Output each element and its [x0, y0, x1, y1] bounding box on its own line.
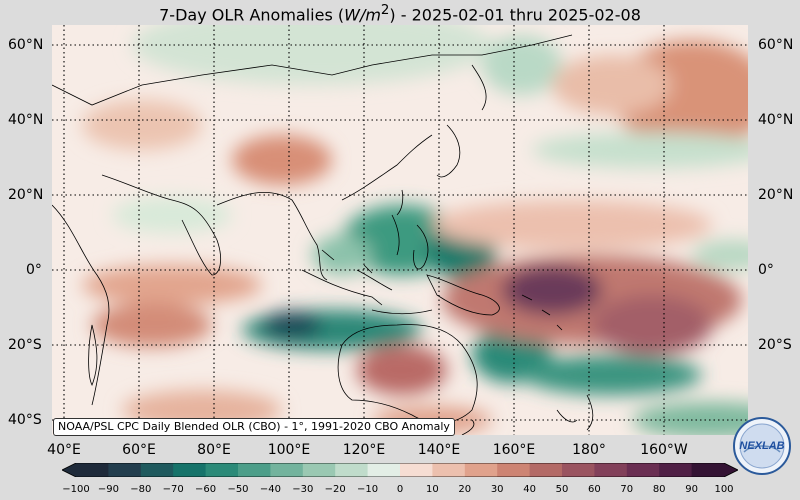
colorbar-tick-label: 60	[588, 484, 601, 495]
colorbar-tick-label: −70	[162, 484, 184, 495]
lon-label-120e: 120°E	[342, 442, 386, 458]
lat-label-20n-left: 20°N	[8, 187, 44, 203]
lat-label-20s-left: 20°S	[8, 337, 42, 353]
lat-label-40n-right: 40°N	[758, 112, 794, 128]
lat-label-60n-right: 60°N	[758, 37, 794, 53]
colorbar-tick-label: −50	[227, 484, 249, 495]
coastlines	[52, 34, 594, 435]
colorbar-cell	[659, 463, 693, 477]
lon-label-160w: 160°W	[640, 442, 688, 458]
colorbar-tick-label: 30	[490, 484, 504, 495]
nexlab-logo: NEXLAB	[733, 417, 791, 475]
colorbar-cell	[76, 463, 109, 477]
lon-label-160e: 160°E	[492, 442, 536, 458]
colorbar-tick-label: 80	[652, 484, 666, 495]
colorbar-cell	[108, 463, 142, 477]
colorbar-cell	[238, 463, 271, 477]
colorbar-tick-label: −40	[259, 484, 281, 495]
colorbar-cell	[400, 463, 433, 477]
colorbar-cell	[432, 463, 466, 477]
lon-label-100e: 100°E	[267, 442, 311, 458]
colorbar-cell	[691, 463, 725, 477]
colorbar-tick-label: −100	[62, 484, 90, 495]
colorbar-cell	[173, 463, 207, 477]
lon-label-40e: 40°E	[47, 442, 81, 458]
colorbar-cell	[529, 463, 563, 477]
olr-anomaly-map	[52, 25, 748, 435]
colorbar-tick-label: 10	[426, 484, 439, 495]
colorbar-tick-label: −60	[195, 484, 217, 495]
anomaly-blobs	[82, 25, 748, 435]
colorbar-tick-label: −80	[130, 484, 152, 495]
colorbar-tick-label: 90	[685, 484, 698, 495]
colorbar-cell	[562, 463, 595, 477]
colorbar-cell	[335, 463, 369, 477]
colorbar-cell	[270, 463, 304, 477]
lat-label-eq-left: 0°	[26, 262, 42, 278]
lat-label-40s-left: 40°S	[8, 412, 42, 428]
lat-label-20s-right: 20°S	[758, 337, 792, 353]
lat-label-eq-right: 0°	[758, 262, 774, 278]
colorbar-cell	[140, 463, 174, 477]
colorbar-cell	[626, 463, 660, 477]
colorbar-cell	[497, 463, 531, 477]
colorbar-cap-low	[62, 463, 76, 477]
lon-label-180: 180°	[572, 442, 606, 458]
svg-text:NEXLAB: NEXLAB	[739, 440, 784, 452]
colorbar-tick-label: 0	[396, 484, 404, 495]
colorbar-cell	[205, 463, 239, 477]
colorbar-cell	[302, 463, 336, 477]
lat-label-40n-left: 40°N	[8, 112, 44, 128]
colorbar-tick-label: −10	[357, 484, 379, 495]
lon-label-60e: 60°E	[122, 442, 156, 458]
lat-label-60n-left: 60°N	[8, 37, 44, 53]
data-source-credit: NOAA/PSL CPC Daily Blended OLR (CBO) - 1…	[53, 418, 455, 436]
colorbar-cell	[367, 463, 401, 477]
colorbar-tick-label: 20	[458, 484, 472, 495]
lat-label-20n-right: 20°N	[758, 187, 794, 203]
colorbar-tick-label: 70	[620, 484, 634, 495]
anomaly-field	[52, 25, 748, 435]
lon-label-80e: 80°E	[197, 442, 231, 458]
colorbar	[62, 463, 738, 477]
colorbar-cell	[464, 463, 498, 477]
colorbar-tick-label: −20	[324, 484, 346, 495]
colorbar-tick-label: 50	[555, 484, 569, 495]
map-title: 7-Day OLR Anomalies (W/m2) - 2025-02-01 …	[159, 3, 641, 25]
colorbar-tick-label: 40	[523, 484, 536, 495]
colorbar-tick-label: 100	[714, 484, 734, 495]
colorbar-tick-label: −30	[292, 484, 314, 495]
colorbar-tick-label: −90	[97, 484, 119, 495]
lon-label-140e: 140°E	[417, 442, 461, 458]
colorbar-cap-high	[724, 463, 738, 477]
colorbar-cell	[594, 463, 628, 477]
